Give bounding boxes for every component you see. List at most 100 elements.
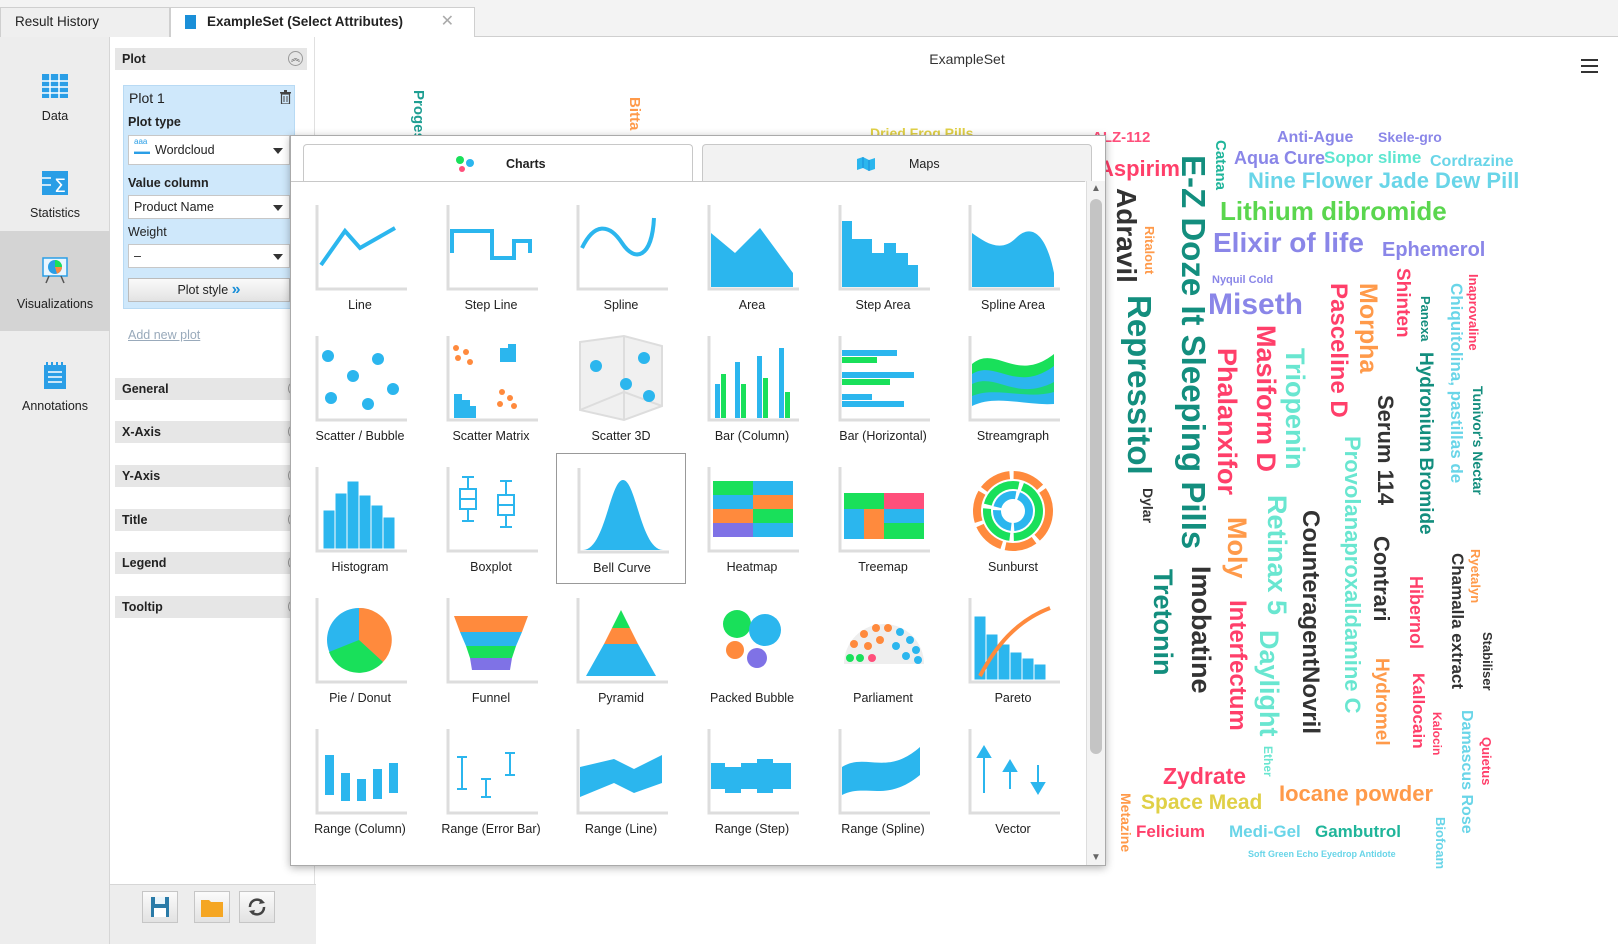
vertical-scrollbar[interactable]: ▲ ▼ (1086, 181, 1105, 865)
chart-option-parliament[interactable]: Parliament (818, 584, 948, 715)
plot-style-button[interactable]: Plot style » (128, 278, 290, 302)
chart-option-vector[interactable]: Vector (948, 715, 1078, 846)
chart-option-range-spline[interactable]: Range (Spline) (818, 715, 948, 846)
chart-option-bell-curve[interactable]: Bell Curve (556, 453, 686, 584)
chart-option-label: Sunburst (987, 560, 1039, 574)
word: Aspirim (1098, 156, 1180, 181)
trash-icon[interactable] (280, 90, 291, 104)
collapse-icon[interactable]: ︽ (288, 51, 303, 66)
chart-option-pareto[interactable]: Pareto (948, 584, 1078, 715)
packed-bubble-icon (723, 610, 781, 668)
scrollbar-thumb[interactable] (1090, 199, 1102, 754)
word: Chiquitolina, pastillas de (1447, 283, 1466, 484)
pareto-icon (968, 598, 1060, 684)
word: Skele-gro (1378, 129, 1442, 145)
chart-option-label: Vector (995, 822, 1031, 836)
save-button[interactable] (142, 891, 178, 923)
scroll-up-icon[interactable]: ▲ (1091, 183, 1101, 194)
chart-option-step-line[interactable]: Step Line (426, 191, 556, 322)
tab-maps[interactable]: Maps (702, 144, 1092, 182)
section-y-axis[interactable]: Y-Axis︾ (115, 465, 307, 487)
tab-charts[interactable]: Charts (303, 144, 693, 182)
nav-visualizations[interactable]: Visualizations (0, 231, 110, 331)
nav-data[interactable]: Data (0, 47, 110, 147)
open-button[interactable] (194, 891, 230, 923)
chart-option-label: Bell Curve (593, 561, 651, 575)
chart-option-area[interactable]: Area (687, 191, 817, 322)
chart-option-packed-bubble[interactable]: Packed Bubble (687, 584, 817, 715)
chart-option-spline[interactable]: Spline (556, 191, 686, 322)
streamgraph-icon (968, 336, 1060, 422)
word: Aqua Cure (1234, 148, 1326, 168)
chart-option-sunburst[interactable]: Sunburst (948, 453, 1078, 584)
tab-result-history-label: Result History (15, 14, 100, 29)
chart-option-pie-donut[interactable]: Pie / Donut (295, 584, 425, 715)
plot-type-select[interactable]: aaa ▬▬ Wordcloud (128, 135, 290, 165)
chart-option-label: Spline (603, 298, 639, 312)
chart-option-spline-area[interactable]: Spline Area (948, 191, 1078, 322)
chart-option-label: Streamgraph (976, 429, 1050, 443)
tab-exampleset[interactable]: ExampleSet (Select Attributes) ✕ (170, 7, 475, 37)
chevron-down-icon (273, 205, 283, 211)
word: Nine Flower Jade Dew Pill (1248, 168, 1520, 193)
word: Bitta (626, 97, 643, 131)
close-icon[interactable]: ✕ (440, 13, 454, 30)
chart-option-range-step[interactable]: Range (Step) (687, 715, 817, 846)
nav-statistics-label: Statistics (29, 206, 80, 220)
statistics-icon: Σ (42, 171, 68, 197)
section-general[interactable]: General︾ (115, 378, 307, 400)
chart-option-streamgraph[interactable]: Streamgraph (948, 322, 1078, 453)
section-x-axis[interactable]: X-Axis︾ (115, 421, 307, 443)
section-label: Legend (122, 556, 167, 570)
word: Kalocin (1430, 712, 1444, 756)
section-plot[interactable]: Plot ︽ (115, 48, 307, 70)
add-new-plot-link[interactable]: Add new plot (128, 328, 201, 342)
range-step-icon (707, 729, 799, 815)
word: Elixir of life (1213, 227, 1364, 258)
section-legend[interactable]: Legend︾ (115, 552, 307, 574)
refresh-button[interactable] (239, 891, 275, 923)
chart-option-label: Histogram (331, 560, 389, 574)
chart-option-line[interactable]: Line (295, 191, 425, 322)
chart-option-range-column[interactable]: Range (Column) (295, 715, 425, 846)
word: Imobatine (1186, 566, 1216, 694)
range-spline-icon (838, 729, 930, 815)
word: Biofoam (1433, 817, 1448, 869)
word: Triopenin (1280, 348, 1310, 470)
chart-option-label: Bar (Horizontal) (839, 429, 927, 443)
chart-option-range-line[interactable]: Range (Line) (556, 715, 686, 846)
chart-option-bar-horizontal[interactable]: Bar (Horizontal) (818, 322, 948, 453)
hamburger-menu-icon[interactable] (1581, 59, 1598, 73)
chart-option-label: Range (Line) (584, 822, 658, 836)
scroll-down-icon[interactable]: ▼ (1091, 852, 1101, 863)
chart-option-bar-column[interactable]: Bar (Column) (687, 322, 817, 453)
value-column-select[interactable]: Product Name (128, 195, 290, 219)
section-tooltip[interactable]: Tooltip︾ (115, 596, 307, 618)
horizontal-bar-chart-icon (838, 336, 930, 422)
wordcloud-icon: aaa ▬▬ (134, 137, 150, 156)
chart-option-step-area[interactable]: Step Area (818, 191, 948, 322)
chart-option-heatmap[interactable]: Heatmap (687, 453, 817, 584)
chart-option-pyramid[interactable]: Pyramid (556, 584, 686, 715)
nav-annotations[interactable]: Annotations (0, 337, 110, 437)
vector-icon (968, 729, 1060, 815)
word: Hydromel (1371, 658, 1392, 746)
chart-option-boxplot[interactable]: Boxplot (426, 453, 556, 584)
chart-option-scatter-matrix[interactable]: Scatter Matrix (426, 322, 556, 453)
section-title[interactable]: Title︾ (115, 509, 307, 531)
chart-option-scatter-bubble[interactable]: Scatter / Bubble (295, 322, 425, 453)
chart-option-label: Heatmap (726, 560, 778, 574)
spline-area-chart-icon (968, 205, 1060, 291)
chart-option-funnel[interactable]: Funnel (426, 584, 556, 715)
tab-result-history[interactable]: Result History (0, 7, 170, 37)
chart-option-histogram[interactable]: Histogram (295, 453, 425, 584)
word: Medi-Gel (1229, 822, 1301, 841)
word: Gambutrol (1315, 822, 1401, 841)
nav-statistics[interactable]: Σ Statistics (0, 144, 110, 244)
word: Soft Green Echo Eyedrop Antidote (1248, 849, 1396, 859)
chart-option-range-error-bar[interactable]: Range (Error Bar) (426, 715, 556, 846)
weight-select[interactable]: – (128, 244, 290, 268)
chart-option-scatter-3d[interactable]: Scatter 3D (556, 322, 686, 453)
pie-chart-icon (315, 598, 407, 684)
chart-option-treemap[interactable]: Treemap (818, 453, 948, 584)
